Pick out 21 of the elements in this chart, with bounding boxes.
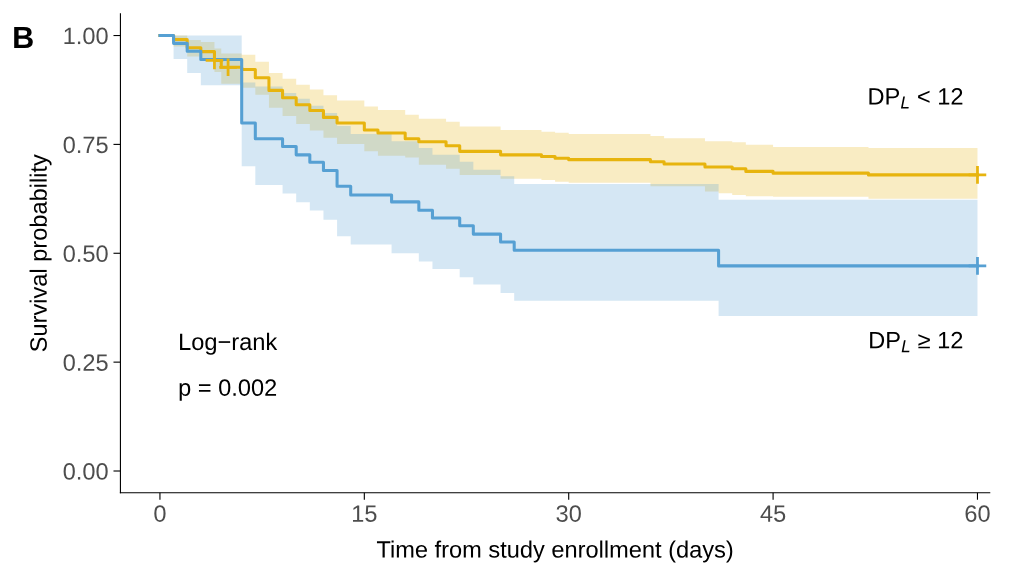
y-tick-label: 0.25: [63, 354, 108, 371]
annotation: Log−rank: [180, 332, 278, 355]
y-tick-label: 1.00: [64, 27, 108, 45]
point: [967, 255, 988, 277]
x-tick-label: 45: [760, 505, 786, 522]
y-axis-title: Survival probability: [29, 154, 52, 352]
text: B: [14, 26, 33, 49]
text: DP$_{L}$ < 12: [869, 88, 963, 109]
x-tick-label: 15: [353, 505, 377, 522]
x-tick-label: 60: [965, 505, 990, 522]
annotation: p = 0.002: [179, 379, 277, 401]
y-tick-label: 0.75: [63, 136, 108, 154]
y-tick-label: 0.50: [63, 245, 108, 263]
point: [204, 50, 225, 71]
y-tick-label: 0.00: [63, 463, 108, 480]
x-tick-label: 30: [556, 505, 581, 522]
point: [967, 164, 988, 186]
text: DP$_{L}$ ≥ 12: [870, 331, 963, 353]
point: [217, 57, 239, 78]
x-tick-label: 0: [154, 505, 166, 522]
x-axis-title: Time from study enrollment (days): [376, 540, 733, 563]
